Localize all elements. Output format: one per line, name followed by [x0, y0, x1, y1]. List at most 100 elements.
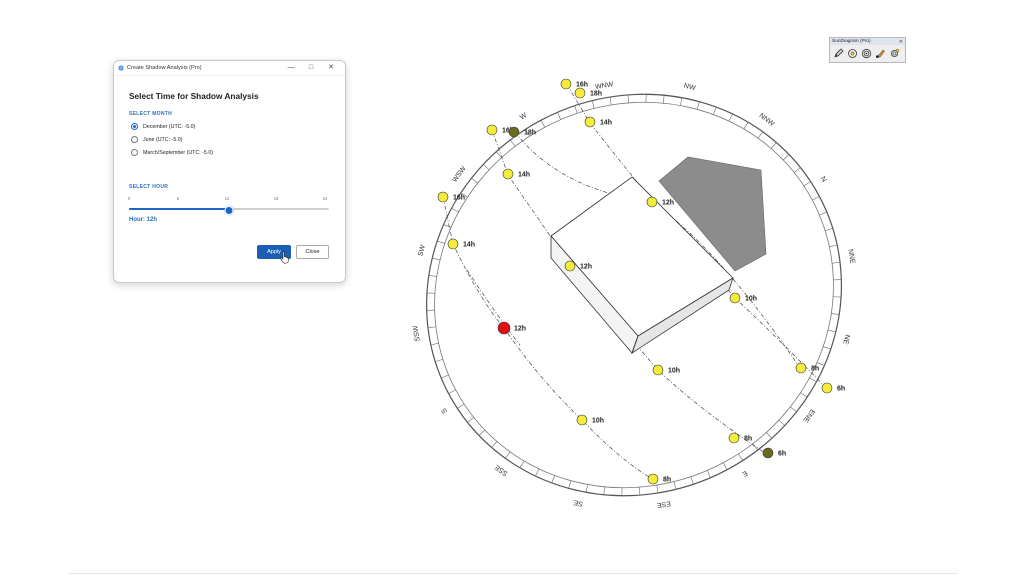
toolbar-close-icon[interactable]: ✕: [898, 38, 903, 45]
brush-icon[interactable]: [874, 47, 886, 59]
hour-tick: 12: [224, 196, 230, 201]
sun-time-label: 8h: [744, 436, 752, 443]
sun-marker-16h: 16h: [560, 78, 588, 90]
radio-june[interactable]: [131, 136, 138, 143]
sun-circle: [564, 260, 576, 272]
compass-label-wsw: WSW: [451, 165, 467, 184]
sun-time-label: 14h: [518, 172, 530, 179]
close-window-button[interactable]: ✕: [328, 64, 334, 71]
month-option-december[interactable]: December (UTC: -5.0): [131, 123, 195, 130]
sun-marker-14h: 14h: [447, 238, 475, 250]
sun-circle: [652, 364, 664, 376]
sun-marker-10h: 10h: [729, 292, 757, 304]
sun-circle: [574, 87, 586, 99]
sun-marker-6h: 6h: [821, 382, 845, 394]
compass-label-se: SE: [573, 498, 584, 507]
compass-label-wnw: WNW: [595, 81, 615, 91]
compass-label-ssw: SSW: [412, 325, 421, 342]
sun-marker-8h: 8h: [728, 432, 752, 444]
minimize-button[interactable]: —: [287, 64, 295, 71]
app-globe-icon: [118, 65, 124, 71]
hour-readout: Hour: 12h: [129, 217, 158, 223]
pencil-icon[interactable]: [832, 47, 844, 59]
sun-marker-8h: 8h: [795, 362, 819, 374]
apply-button[interactable]: Apply: [257, 245, 291, 259]
sun-circle: [584, 116, 596, 128]
sun-marker-16h: 16h: [486, 124, 514, 136]
sun-time-label: 10h: [668, 368, 680, 375]
sun-circle: [560, 78, 572, 90]
sun-circle: [486, 124, 498, 136]
sun-time-label: 16h: [453, 195, 465, 202]
sun-circle: [646, 196, 658, 208]
maximize-button[interactable]: □: [308, 64, 314, 71]
sun-path-lines: [442, 84, 829, 481]
sun-marker-6h: 6h: [762, 447, 786, 459]
hour-tick: 24: [322, 196, 328, 201]
dialog-heading: Select Time for Shadow Analysis: [129, 91, 259, 101]
sun-circle: [437, 191, 449, 203]
sun-marker-18h: 18h: [574, 87, 602, 99]
sun-time-label: 16h: [576, 82, 588, 89]
sun-marker-14h: 14h: [584, 116, 612, 128]
sun-circle: [795, 362, 807, 374]
dialog-titlebar[interactable]: Create Shadow Analysis (Pro) — □ ✕: [114, 61, 345, 76]
compass-label-e: E: [740, 469, 748, 478]
hour-section-label: SELECT HOUR: [129, 184, 169, 190]
month-option-march-september[interactable]: March/September (UTC: -5.0): [131, 149, 213, 156]
compass-label-n: N: [819, 176, 828, 184]
sun-circle: [729, 292, 741, 304]
compass-label-ne: NE: [841, 334, 850, 345]
sun-time-label: 16h: [502, 128, 514, 135]
month-option-label: December (UTC: -5.0): [143, 123, 196, 130]
sun-time-label: 12h: [580, 264, 592, 271]
sun-marker-10h: 10h: [652, 364, 680, 376]
sun-marker-12h: 12h: [497, 321, 526, 335]
compass-label-ene: ENE: [801, 408, 815, 424]
sun-circle: [502, 168, 514, 180]
close-button[interactable]: Close: [296, 245, 329, 259]
month-option-june[interactable]: June (UTC: -5.0): [131, 136, 182, 143]
sun-marker-8h: 8h: [647, 473, 671, 485]
toolbar-title: SunDiagram (Pro): [832, 39, 871, 44]
radio-march-september[interactable]: [131, 149, 138, 156]
sun-time-label: 18h: [590, 91, 602, 98]
hour-tick-labels: 0 6 12 18 24: [127, 196, 329, 204]
radio-december[interactable]: [131, 123, 138, 130]
sun-circle: [576, 414, 588, 426]
footer-divider: [68, 573, 958, 574]
sun-path-icon[interactable]: [846, 47, 858, 59]
month-option-label: June (UTC: -5.0): [143, 136, 183, 143]
hour-slider[interactable]: [129, 205, 329, 215]
compass-label-s: S: [440, 406, 449, 414]
sun-circle: [447, 238, 459, 250]
sun-marker-18h: 18h: [508, 126, 536, 138]
hour-tick: 18: [273, 196, 279, 201]
sun-time-label: 10h: [592, 418, 604, 425]
sun-circle: [647, 473, 659, 485]
compass-label-sw: SW: [417, 244, 427, 257]
settings-icon[interactable]: [888, 47, 900, 59]
hour-slider-thumb[interactable]: [224, 205, 234, 215]
compass-label-nne: NNE: [846, 249, 855, 265]
hour-slider-fill: [129, 208, 229, 210]
target-icon[interactable]: [860, 47, 872, 59]
sundiagram-toolbar: SunDiagram (Pro) ✕: [829, 37, 906, 63]
month-section-label: SELECT MONTH: [129, 111, 173, 117]
sun-time-label: 12h: [514, 326, 526, 333]
sun-time-label: 12h: [662, 200, 674, 207]
building-shadow: [658, 156, 767, 272]
sun-time-label: 6h: [778, 451, 786, 458]
sun-time-label: 8h: [663, 477, 671, 484]
hour-tick: 6: [176, 196, 180, 201]
sun-marker-14h: 14h: [502, 168, 530, 180]
sun-circle: [497, 321, 511, 335]
sun-time-label: 6h: [837, 386, 845, 393]
toolbar-titlebar[interactable]: SunDiagram (Pro) ✕: [830, 38, 905, 45]
sun-marker-12h: 12h: [564, 260, 592, 272]
hour-tick: 0: [127, 196, 131, 201]
sun-marker-12h: 12h: [646, 196, 674, 208]
sun-circle: [762, 447, 774, 459]
